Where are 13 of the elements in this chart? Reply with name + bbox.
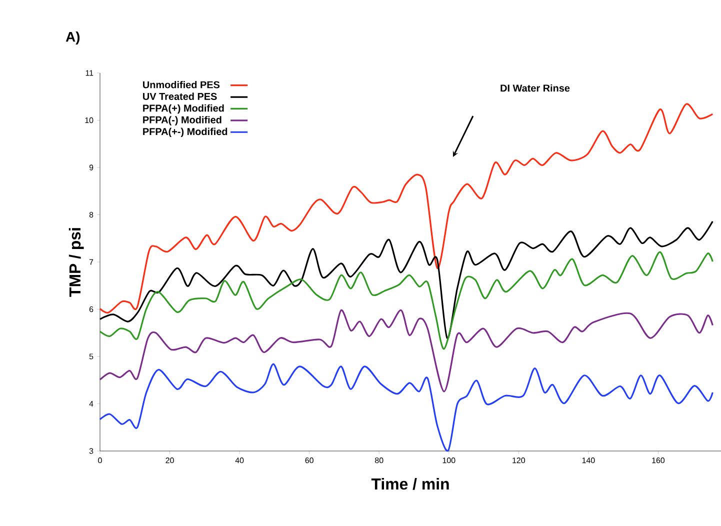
legend-label: PFPA(+) Modified: [143, 104, 224, 114]
legend-label: Unmodified PES: [143, 80, 220, 88]
chart-title: A): [66, 31, 80, 44]
legend-label: UV Treated PES: [143, 92, 217, 100]
line-series: [99, 309, 714, 392]
line-series: [99, 363, 714, 452]
legend-label: PFPA(-) Modified: [143, 116, 222, 126]
legend-label: PFPA(+-) Modified: [143, 128, 228, 138]
line-series: [99, 103, 714, 314]
x-axis-title: Time / min: [371, 478, 449, 490]
y-axis-title: TMP / psi: [68, 228, 84, 297]
annotation: DI Water Rinse: [500, 84, 570, 92]
line-series: [99, 251, 714, 350]
